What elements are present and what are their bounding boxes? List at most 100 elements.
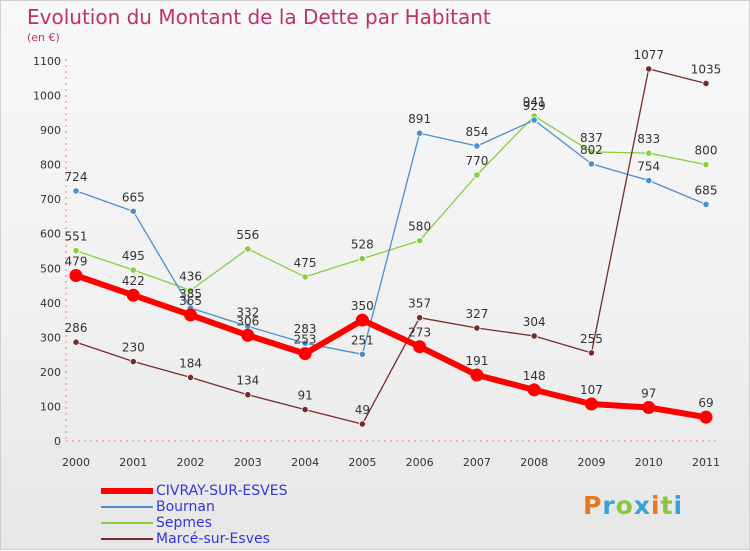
y-unit-label: (en €) — [27, 31, 60, 44]
data-label: 495 — [122, 249, 145, 263]
series-point — [241, 328, 255, 342]
data-label: 49 — [355, 403, 370, 417]
x-tick-label: 2008 — [520, 456, 548, 469]
series-point — [301, 273, 309, 281]
data-label: 385 — [179, 287, 202, 301]
data-label: 685 — [695, 183, 718, 197]
data-label: 255 — [580, 332, 603, 346]
data-label: 802 — [580, 143, 603, 157]
data-label: 528 — [351, 238, 374, 252]
series-point — [470, 368, 484, 382]
series-point — [473, 324, 481, 332]
series-point — [355, 313, 369, 327]
logo-letter: i — [651, 491, 661, 520]
series-line — [75, 119, 707, 355]
series-point — [473, 171, 481, 179]
data-label: 283 — [294, 322, 317, 336]
data-label: 286 — [65, 321, 88, 335]
series-point — [530, 116, 538, 124]
x-tick-label: 2009 — [577, 456, 605, 469]
series-point — [129, 357, 137, 366]
legend-swatch-sepmes — [101, 522, 153, 524]
data-label: 833 — [637, 132, 660, 146]
series-point — [527, 383, 541, 397]
series-point — [72, 187, 80, 195]
x-tick-label: 2005 — [348, 456, 376, 469]
data-label: 754 — [637, 160, 660, 174]
data-label: 191 — [465, 354, 488, 368]
data-label: 148 — [523, 369, 546, 383]
data-label: 551 — [65, 230, 88, 244]
data-label: 332 — [236, 305, 259, 319]
series-point — [473, 142, 481, 150]
series-point — [702, 79, 710, 88]
data-label: 251 — [351, 333, 374, 347]
data-label: 253 — [294, 333, 317, 347]
logo-letter: i — [673, 491, 684, 520]
series-point — [413, 340, 427, 354]
series-point — [69, 269, 83, 283]
data-label: 357 — [408, 297, 431, 311]
series-point — [358, 420, 366, 428]
y-tick-label: 400 — [40, 297, 61, 310]
series-point — [702, 161, 710, 169]
x-tick-label: 2000 — [62, 456, 90, 469]
data-label: 475 — [294, 256, 317, 270]
series-point — [301, 405, 309, 414]
data-label: 1077 — [633, 48, 664, 62]
data-label: 350 — [351, 299, 374, 313]
series-point — [186, 373, 195, 382]
data-label: 436 — [179, 269, 202, 283]
data-label: 184 — [179, 356, 202, 370]
series-point — [645, 65, 653, 73]
series-point — [416, 314, 424, 322]
y-tick-label: 800 — [40, 159, 61, 172]
logo-letter: t — [660, 491, 674, 520]
logo-letter: x — [633, 491, 651, 520]
data-label: 69 — [698, 396, 713, 410]
series-point — [184, 308, 198, 322]
data-label: 107 — [580, 383, 603, 397]
data-label: 800 — [695, 144, 718, 158]
x-tick-label: 2007 — [463, 456, 491, 469]
series-point — [72, 338, 80, 346]
data-label: 854 — [465, 125, 488, 139]
data-label: 891 — [408, 112, 431, 126]
legend-swatch-bournan — [101, 506, 153, 508]
x-tick-label: 2001 — [119, 456, 147, 469]
series-point — [642, 400, 656, 414]
data-label: 422 — [122, 274, 145, 288]
series-point — [244, 245, 252, 253]
series-point — [416, 129, 424, 137]
data-label: 1035 — [691, 62, 722, 76]
data-label: 273 — [408, 326, 431, 340]
data-label: 665 — [122, 190, 145, 204]
y-tick-label: 1000 — [33, 90, 61, 103]
y-tick-label: 900 — [40, 124, 61, 137]
series-point — [186, 286, 195, 294]
series-point — [645, 149, 653, 157]
series-line — [73, 272, 709, 421]
series-point — [129, 266, 137, 274]
data-label: 134 — [236, 374, 259, 388]
series-point — [702, 200, 710, 208]
data-label: 365 — [179, 294, 202, 308]
x-tick-label: 2003 — [234, 456, 262, 469]
data-label: 97 — [641, 386, 656, 400]
series-point — [699, 410, 713, 424]
legend-label-sepmes: Sepmes — [156, 515, 212, 531]
series-point — [72, 247, 80, 255]
data-label: 837 — [580, 131, 603, 145]
x-tick-label: 2010 — [635, 456, 663, 469]
series-point — [587, 148, 596, 156]
y-tick-label: 1100 — [33, 55, 61, 68]
logo-letter: r — [602, 491, 616, 520]
data-label: 306 — [236, 314, 259, 328]
series-point — [298, 347, 312, 361]
legend-label-bournan: Bournan — [156, 499, 215, 515]
data-label: 580 — [408, 220, 431, 234]
series-point — [587, 160, 596, 168]
x-tick-label: 2002 — [177, 456, 205, 469]
